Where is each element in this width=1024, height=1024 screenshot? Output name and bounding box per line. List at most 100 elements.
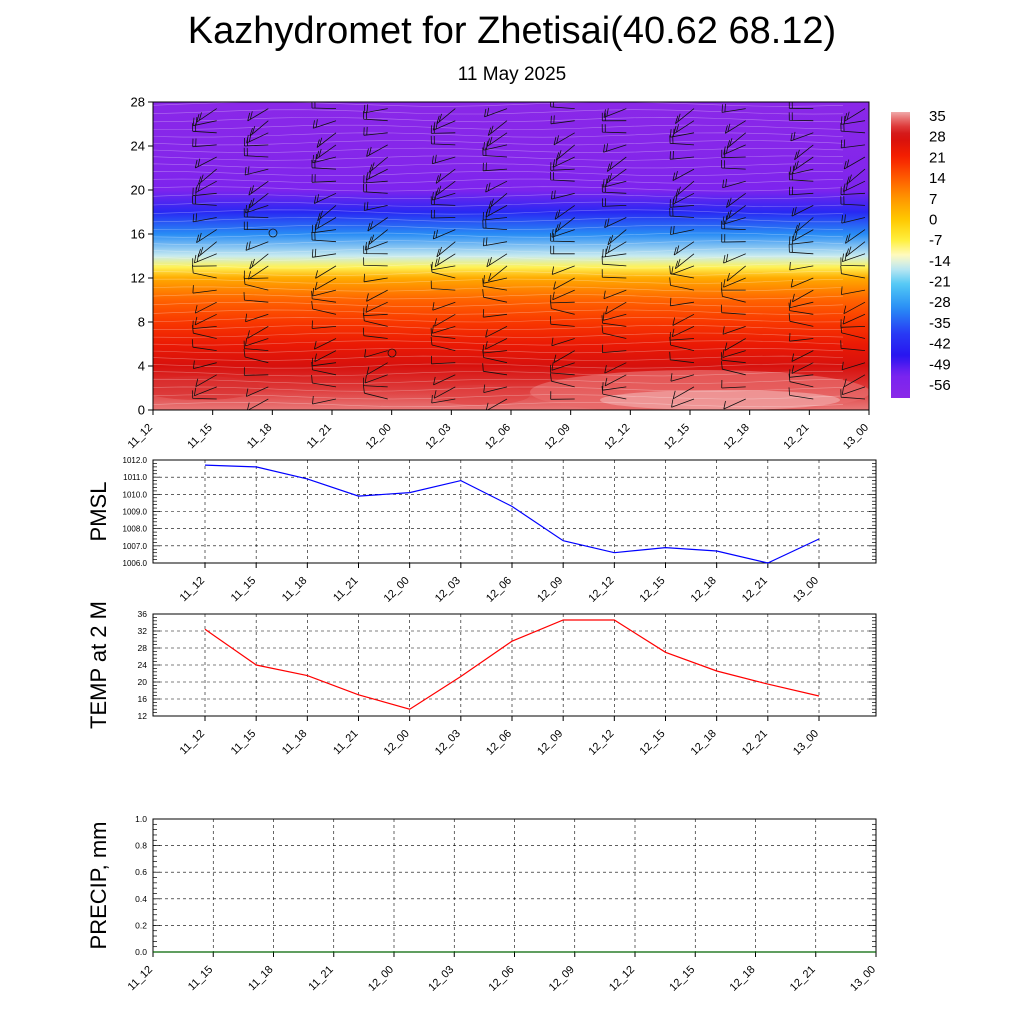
wind-barb <box>363 257 388 267</box>
wind-barb <box>248 192 269 209</box>
wind-barb <box>363 126 388 136</box>
y-tick-label: 0.0 <box>135 947 147 957</box>
y-tick-label: 20 <box>131 183 145 198</box>
wind-barb <box>431 394 456 404</box>
wind-barb <box>487 120 508 136</box>
wind-barb <box>311 231 337 243</box>
contour-line <box>153 255 844 261</box>
wind-barb <box>245 386 269 397</box>
wind-barb <box>841 286 866 295</box>
y-tick-label: 16 <box>138 694 148 704</box>
contour-line <box>153 117 844 123</box>
wind-barb <box>482 363 508 376</box>
y-axis-label: PRECIP, mm <box>86 822 111 950</box>
wind-barb <box>726 265 746 282</box>
wind-barb <box>845 229 866 244</box>
wind-barb <box>313 192 337 204</box>
wind-barb <box>431 355 456 365</box>
wind-barb <box>245 313 269 323</box>
wind-barb <box>312 154 337 164</box>
wind-barb <box>669 150 695 160</box>
warm-patch <box>600 390 840 410</box>
x-tick-label: 11_12 <box>178 575 208 605</box>
wind-barb <box>553 277 575 290</box>
wind-barb <box>843 301 866 315</box>
x-tick-label: 12_15 <box>638 728 668 758</box>
contour-line <box>153 140 844 146</box>
wind-barb <box>482 278 508 291</box>
x-tick-label: 12_21 <box>788 964 818 994</box>
wind-barb <box>726 205 746 221</box>
wind-barb <box>669 297 695 307</box>
wind-barb <box>721 361 746 376</box>
wind-barb <box>671 265 695 275</box>
wind-barb <box>366 144 388 157</box>
wind-barb <box>601 184 627 194</box>
wind-barb <box>435 180 456 196</box>
wind-barb <box>554 205 575 220</box>
wind-barb <box>248 180 269 196</box>
wind-barb <box>192 138 217 148</box>
x-tick-label: 11_18 <box>280 575 310 605</box>
wind-barb <box>486 253 508 268</box>
wind-barb <box>723 277 746 288</box>
x-tick-label: 11_15 <box>185 422 215 452</box>
wind-barb <box>431 325 456 334</box>
wind-barb <box>367 217 388 232</box>
wind-barb <box>128 290 149 302</box>
x-tick-label: 12_21 <box>740 728 770 758</box>
wind-barb <box>363 273 388 283</box>
x-tick-label: 12_00 <box>366 964 396 994</box>
wind-barb <box>602 382 627 391</box>
x-tick-label: 12_12 <box>602 422 632 452</box>
y-tick-label: 0.4 <box>135 894 147 904</box>
wind-barb <box>605 301 627 315</box>
wind-barb <box>483 237 508 247</box>
x-tick-label: 11_21 <box>306 964 336 994</box>
wind-barb <box>243 292 269 303</box>
wind-barb <box>721 282 746 291</box>
y-tick-label: 4 <box>138 359 145 374</box>
wind-barb <box>550 316 575 327</box>
wind-barb <box>604 362 627 374</box>
wind-barb <box>550 373 575 388</box>
y-axis-label: TEMP at 2 M <box>86 601 111 729</box>
wind-barb <box>672 313 695 326</box>
contour-line <box>153 301 844 307</box>
contour-line <box>153 194 844 200</box>
wind-barb <box>247 326 269 339</box>
x-tick-label: 12_15 <box>662 422 692 452</box>
wind-barb <box>670 373 695 382</box>
wind-barb <box>430 336 456 351</box>
wind-barb <box>551 190 575 200</box>
wind-barb <box>192 285 217 294</box>
wind-barb <box>248 265 269 280</box>
wind-barb <box>314 350 337 362</box>
wind-barb <box>551 362 575 371</box>
chart-subtitle: 11 May 2025 <box>457 64 567 85</box>
chart-title: Kazhydromet for Zhetisai(40.62 68.12) <box>187 10 837 52</box>
wind-barb <box>841 252 866 262</box>
wind-barb <box>670 225 695 235</box>
x-tick-label: 11_21 <box>331 575 361 605</box>
wind-barb <box>314 338 337 350</box>
wind-barb <box>125 374 149 387</box>
wind-barb <box>840 123 866 134</box>
wind-barb <box>790 277 814 288</box>
y-tick-label: 0.2 <box>135 920 147 930</box>
wind-barb <box>311 248 337 258</box>
wind-barb <box>788 244 814 255</box>
wind-barb <box>311 102 337 109</box>
wind-barb <box>316 132 337 148</box>
wind-barb <box>601 315 627 327</box>
wind-barb <box>788 171 814 182</box>
wind-barb <box>311 374 337 388</box>
y-tick-label: 1006.0 <box>123 559 148 568</box>
colorbar-label: 14 <box>929 170 946 187</box>
wind-barb <box>603 108 627 118</box>
wind-barb <box>482 344 508 354</box>
wind-barb <box>311 361 337 376</box>
x-tick-label: 12_03 <box>433 728 463 758</box>
x-tick-label: 11_15 <box>229 575 259 605</box>
wind-barb <box>482 147 508 158</box>
